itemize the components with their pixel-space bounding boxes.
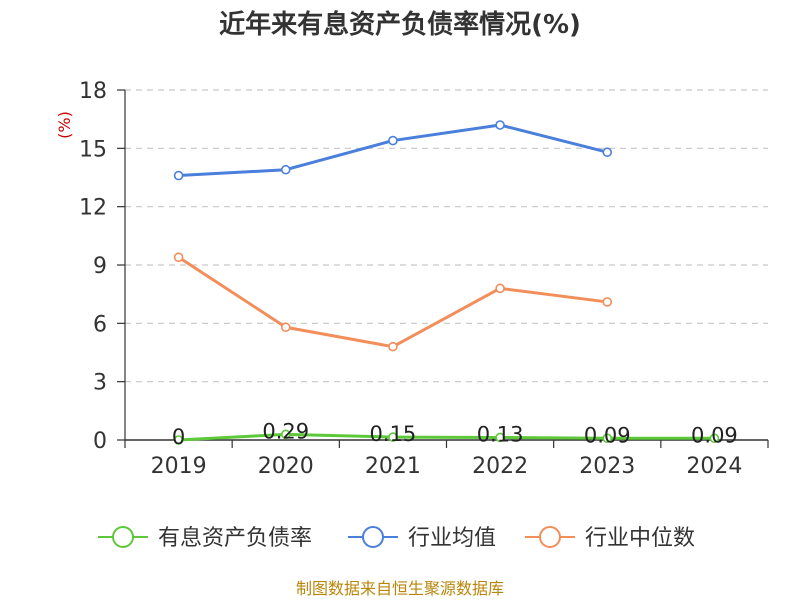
data-point <box>495 283 505 294</box>
x-tick-label: 2019 <box>151 454 207 479</box>
data-point <box>173 252 184 263</box>
x-tick-label: 2023 <box>579 454 635 479</box>
y-tick-label: 3 <box>93 371 107 396</box>
y-tick-label: 0 <box>93 429 107 454</box>
data-point <box>280 164 291 175</box>
data-label: 0.15 <box>370 422 417 446</box>
data-label: 0.13 <box>477 422 524 446</box>
y-tick-label: 18 <box>79 79 107 104</box>
x-tick-label: 2021 <box>365 454 421 479</box>
legend-label-2: 行业中位数 <box>585 526 695 551</box>
gridlines <box>125 89 768 383</box>
legend-label-0: 有息资产负债率 <box>158 526 312 551</box>
legend: 有息资产负债率 行业均值 行业中位数 <box>98 526 695 551</box>
data-point <box>280 429 291 440</box>
y-axis-unit-label: (%) <box>55 111 74 139</box>
data-point <box>173 170 184 181</box>
series-line-0 <box>178 432 715 442</box>
series-line-2 <box>177 255 608 349</box>
legend-label-1: 行业均值 <box>408 526 496 551</box>
data-point <box>495 432 505 443</box>
data-point <box>495 120 505 130</box>
data-label: 0.09 <box>584 423 631 447</box>
legend-marker-2 <box>539 526 561 548</box>
data-label: 0 <box>172 425 185 449</box>
data-point <box>602 147 613 158</box>
data-point <box>388 135 398 146</box>
axes: 0 3 6 9 12 15 18 2019 2020 2021 2022 2023 2024 <box>79 79 769 479</box>
data-labels: 0 0.29 0.15 0.13 0.09 0.09 <box>172 419 738 449</box>
data-point <box>173 435 184 445</box>
legend-marker-0 <box>112 526 134 548</box>
data-point <box>709 433 720 444</box>
data-point <box>388 341 398 352</box>
data-point <box>602 297 613 307</box>
data-label: 0.09 <box>691 423 738 447</box>
y-tick-label: 15 <box>79 137 107 162</box>
series-lines <box>173 120 720 445</box>
x-tick-label: 2022 <box>472 454 528 479</box>
data-point <box>602 433 613 444</box>
legend-marker-1 <box>362 526 384 548</box>
y-tick-label: 12 <box>79 196 107 221</box>
chart-title: 近年来有息资产负债率情况(%) <box>219 9 581 40</box>
data-point <box>280 322 291 333</box>
y-tick-label: 6 <box>93 312 107 337</box>
x-tick-label: 2024 <box>686 454 742 479</box>
y-tick-label: 9 <box>93 254 107 279</box>
data-point <box>388 432 398 442</box>
series-line-1 <box>178 123 608 178</box>
data-label: 0.29 <box>262 419 309 443</box>
x-tick-label: 2020 <box>258 454 314 479</box>
source-note: 制图数据来自恒生聚源数据库 <box>296 579 504 598</box>
